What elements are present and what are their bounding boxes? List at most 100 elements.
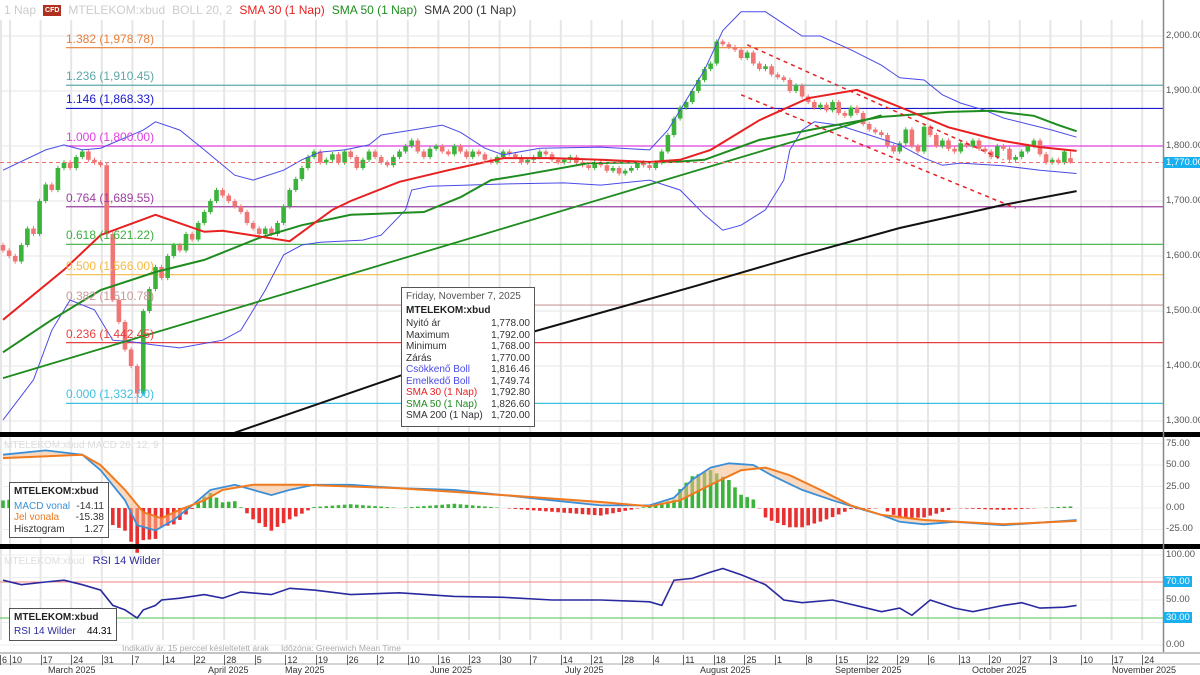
candle-body bbox=[73, 157, 79, 168]
time-tick[interactable]: 23 bbox=[469, 655, 482, 665]
candle-body bbox=[702, 69, 707, 80]
histogram-bar bbox=[361, 505, 365, 508]
month-label[interactable]: July 2025 bbox=[565, 665, 604, 675]
candle-body bbox=[55, 168, 61, 190]
histogram-bar bbox=[1056, 507, 1061, 508]
time-tick[interactable]: 7 bbox=[132, 655, 140, 665]
candle-body bbox=[561, 159, 567, 163]
macd-legend-value: -15.38 bbox=[75, 512, 104, 523]
time-tick[interactable]: 16 bbox=[438, 655, 451, 665]
sma30-line bbox=[2, 88, 1077, 321]
candle-body bbox=[6, 250, 12, 256]
histogram-bar bbox=[111, 508, 115, 526]
sma50-legend[interactable]: SMA 50 (1 Nap) bbox=[331, 3, 418, 17]
time-tick[interactable]: 28 bbox=[622, 655, 635, 665]
time-tick[interactable]: 3 bbox=[1050, 655, 1058, 665]
time-tick[interactable]: 10 bbox=[1081, 655, 1094, 665]
time-tick[interactable]: 7 bbox=[530, 655, 538, 665]
histogram-bar bbox=[971, 508, 975, 509]
histogram-bar bbox=[220, 502, 225, 508]
time-tick[interactable]: 1 bbox=[775, 655, 783, 665]
histogram-bar bbox=[843, 508, 847, 512]
sma30-legend[interactable]: SMA 30 (1 Nap) bbox=[239, 3, 325, 17]
candle-body bbox=[128, 349, 134, 366]
time-tick[interactable]: 11 bbox=[683, 655, 695, 665]
rsi-title-bar: MTELEKOM:xbud RSI 14 Wilder bbox=[4, 555, 160, 567]
rsi-legend-symbol: MTELEKOM:xbud bbox=[14, 612, 99, 623]
time-tick[interactable]: 30 bbox=[499, 655, 512, 665]
time-tick[interactable]: 18 bbox=[713, 655, 726, 665]
candle-body bbox=[165, 256, 170, 278]
price-axis-label: 1,300.00 bbox=[1166, 415, 1200, 426]
candle-body bbox=[848, 107, 854, 116]
price-axis-label: 1,400.00 bbox=[1166, 360, 1200, 371]
time-tick[interactable]: 6 bbox=[928, 655, 936, 665]
time-tick[interactable]: 17 bbox=[40, 655, 53, 665]
symbol-label[interactable]: MTELEKOM:xbud bbox=[68, 3, 166, 17]
candle-body bbox=[586, 165, 591, 168]
time-tick[interactable]: 17 bbox=[1111, 655, 1124, 665]
month-label[interactable]: April 2025 bbox=[208, 665, 249, 675]
month-label[interactable]: May 2025 bbox=[285, 665, 325, 675]
interval-label[interactable]: 1 Nap bbox=[4, 3, 37, 17]
time-tick[interactable]: 25 bbox=[744, 655, 757, 665]
time-tick[interactable]: 10 bbox=[407, 655, 420, 665]
month-label[interactable]: September 2025 bbox=[835, 665, 902, 675]
month-label[interactable]: November 2025 bbox=[1112, 665, 1177, 675]
time-tick[interactable]: 8 bbox=[805, 655, 813, 665]
candle-body bbox=[1013, 157, 1018, 160]
candle-body bbox=[293, 179, 299, 190]
histogram-bar bbox=[617, 508, 621, 513]
month-label[interactable]: October 2025 bbox=[972, 665, 1027, 675]
time-tick[interactable]: 26 bbox=[346, 655, 359, 665]
rsi-axis-label: 100.00 bbox=[1166, 549, 1196, 560]
time-tick[interactable]: 10 bbox=[10, 655, 23, 665]
tooltip-row-value: 1,792.00 bbox=[491, 329, 530, 341]
time-tick[interactable]: 21 bbox=[591, 655, 604, 665]
candle-body bbox=[891, 146, 896, 152]
candle-body bbox=[134, 366, 140, 394]
time-tick[interactable]: 29 bbox=[897, 655, 910, 665]
time-tick[interactable]: 5 bbox=[254, 655, 262, 665]
time-tick[interactable]: 31 bbox=[101, 655, 114, 665]
candle-body bbox=[513, 154, 518, 157]
month-label[interactable]: August 2025 bbox=[700, 665, 751, 675]
candle-body bbox=[793, 85, 799, 91]
time-tick[interactable]: 20 bbox=[989, 655, 1002, 665]
histogram-bar bbox=[727, 480, 731, 508]
tooltip-row: Emelkedő Boll 1,749.74 bbox=[406, 376, 530, 388]
month-label[interactable]: March 2025 bbox=[48, 665, 96, 675]
time-tick[interactable]: 22 bbox=[193, 655, 206, 665]
time-tick[interactable]: 22 bbox=[866, 655, 879, 665]
histogram-bar bbox=[775, 508, 780, 523]
histogram-bar bbox=[348, 504, 353, 508]
candle-body bbox=[683, 102, 689, 108]
time-tick[interactable]: 24 bbox=[1142, 655, 1155, 665]
time-tick[interactable]: 14 bbox=[560, 655, 573, 665]
time-tick[interactable]: 2 bbox=[377, 655, 385, 665]
candle-body bbox=[708, 63, 713, 69]
time-tick[interactable]: 4 bbox=[652, 655, 660, 665]
signal-line bbox=[2, 453, 1077, 526]
time-tick[interactable]: 14 bbox=[163, 655, 176, 665]
time-tick[interactable]: 13 bbox=[958, 655, 971, 665]
time-tick[interactable]: 27 bbox=[1019, 655, 1032, 665]
time-tick[interactable]: 6 bbox=[0, 655, 8, 665]
time-tick[interactable]: 15 bbox=[836, 655, 849, 665]
sma200-legend[interactable]: SMA 200 (1 Nap) bbox=[424, 3, 517, 17]
histogram-bar bbox=[409, 507, 414, 508]
candle-body bbox=[0, 245, 6, 251]
fib-label: 0.764 (1,689.55) bbox=[66, 190, 155, 205]
boll-legend[interactable]: BOLL 20, 2 bbox=[172, 3, 233, 17]
candle-body bbox=[220, 190, 225, 196]
time-tick[interactable]: 28 bbox=[224, 655, 237, 665]
histogram-bar bbox=[922, 508, 926, 518]
candle-body bbox=[507, 151, 512, 155]
time-tick[interactable]: 12 bbox=[285, 655, 298, 665]
time-tick[interactable]: 19 bbox=[316, 655, 329, 665]
histogram-bar bbox=[513, 508, 518, 509]
candle-body bbox=[1056, 159, 1061, 163]
month-label[interactable]: June 2025 bbox=[430, 665, 473, 675]
time-tick[interactable]: 24 bbox=[71, 655, 84, 665]
